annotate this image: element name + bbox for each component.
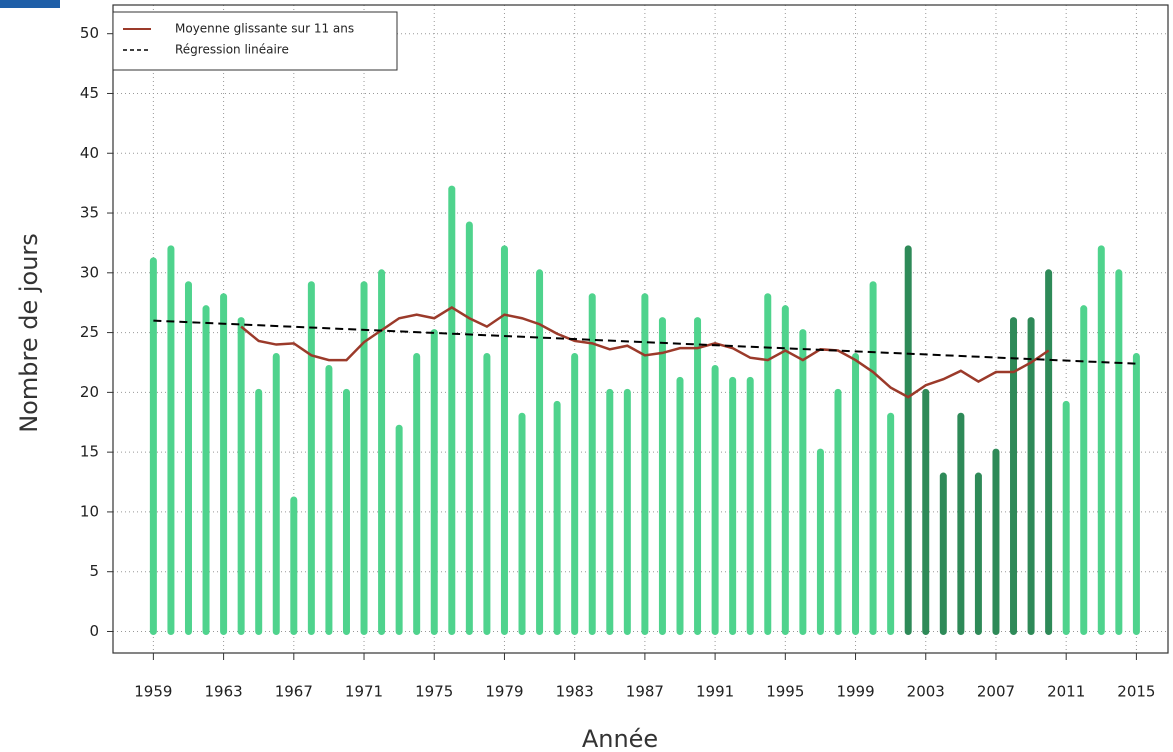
x-tick-label: 1987 <box>626 683 664 701</box>
x-tick-label: 2003 <box>907 683 945 701</box>
y-tick-label: 0 <box>89 622 99 640</box>
x-tick-label: 1963 <box>204 683 242 701</box>
x-tick-label: 2015 <box>1117 683 1155 701</box>
y-tick-label: 10 <box>80 502 99 520</box>
y-tick-label: 40 <box>80 144 99 162</box>
y-tick-label: 25 <box>80 323 99 341</box>
y-tick-label: 45 <box>80 84 99 102</box>
x-tick-label: 2011 <box>1047 683 1085 701</box>
x-tick-label: 1979 <box>485 683 523 701</box>
legend-label: Moyenne glissante sur 11 ans <box>175 22 354 36</box>
legend-label: Régression linéaire <box>175 43 289 57</box>
y-tick-label: 35 <box>80 204 99 222</box>
x-tick-label: 1967 <box>275 683 313 701</box>
corner-badge <box>0 0 60 8</box>
x-tick-label: 1995 <box>766 683 804 701</box>
x-tick-label: 1999 <box>836 683 874 701</box>
x-tick-label: 1975 <box>415 683 453 701</box>
regression-line <box>153 319 1137 365</box>
y-axis-title: Nombre de jours <box>15 233 43 433</box>
x-tick-label: 1991 <box>696 683 734 701</box>
y-tick-label: 15 <box>80 443 99 461</box>
y-tick-label: 30 <box>80 263 99 281</box>
moving-average-line <box>240 306 1050 399</box>
x-tick-label: 2007 <box>977 683 1015 701</box>
x-axis-title: Année <box>582 725 658 752</box>
plot-frame <box>112 4 1169 654</box>
x-tick-label: 1983 <box>556 683 594 701</box>
x-tick-label: 1959 <box>134 683 172 701</box>
x-tick-label: 1971 <box>345 683 383 701</box>
y-tick-label: 5 <box>89 562 99 580</box>
y-tick-label: 50 <box>80 24 99 42</box>
y-tick-label: 20 <box>80 383 99 401</box>
legend-box <box>112 11 398 71</box>
